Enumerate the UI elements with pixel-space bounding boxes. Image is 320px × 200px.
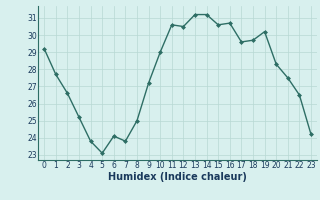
X-axis label: Humidex (Indice chaleur): Humidex (Indice chaleur): [108, 172, 247, 182]
